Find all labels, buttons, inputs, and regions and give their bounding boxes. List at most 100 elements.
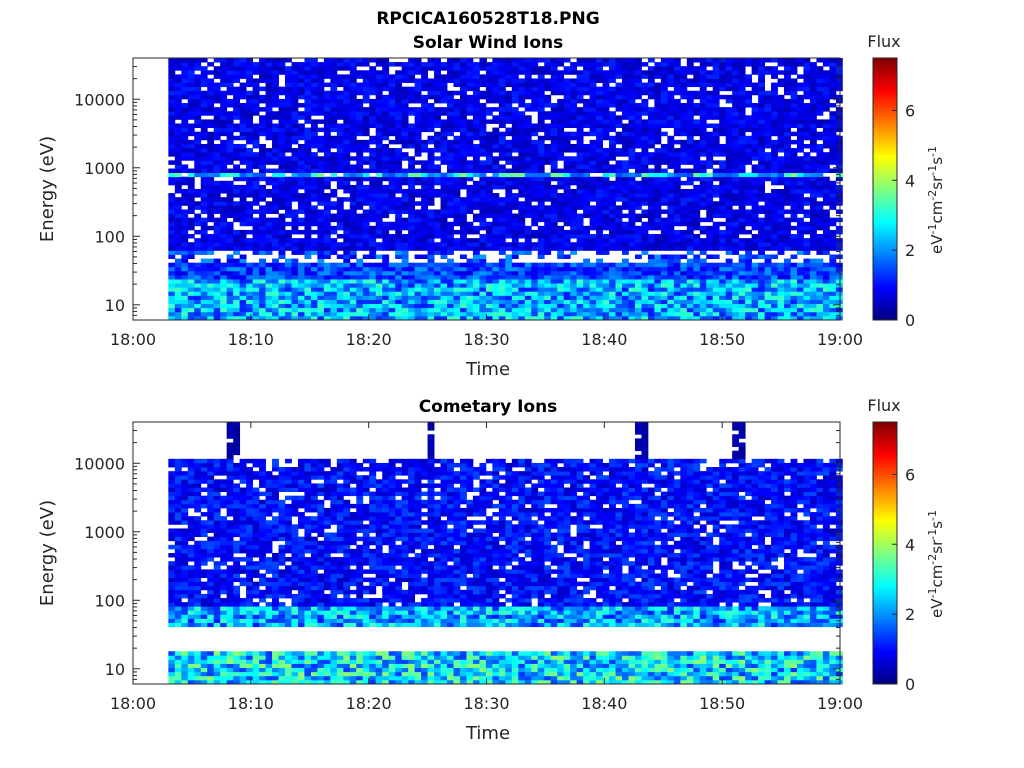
heatmap-cell <box>181 238 189 243</box>
heatmap-cell <box>654 258 662 264</box>
heatmap-cell <box>349 209 357 214</box>
heatmap-cell <box>285 78 292 83</box>
heatmap-cell <box>226 193 234 198</box>
heatmap-cell <box>272 74 279 79</box>
heatmap-cell <box>297 307 305 313</box>
heatmap-cell <box>291 238 299 243</box>
heatmap-cell <box>310 94 318 100</box>
heatmap-cell <box>246 127 253 133</box>
heatmap-cell <box>375 90 383 96</box>
heatmap-cell <box>395 164 403 169</box>
heatmap-cell <box>485 205 493 210</box>
heatmap-cell <box>408 307 416 313</box>
heatmap-cell <box>550 160 558 165</box>
heatmap-cell <box>239 70 247 75</box>
heatmap-cell <box>557 143 565 149</box>
heatmap-cell <box>427 270 435 276</box>
heatmap-cell <box>511 250 519 255</box>
heatmap-cell <box>252 98 260 104</box>
heatmap-cell <box>343 78 351 83</box>
heatmap-cell <box>259 234 266 239</box>
heatmap-cell <box>213 217 221 223</box>
heatmap-cell <box>680 303 688 309</box>
heatmap-cell <box>369 123 377 128</box>
heatmap-cell <box>285 221 292 227</box>
heatmap-cell <box>537 303 545 309</box>
heatmap-cell <box>511 213 519 219</box>
heatmap-cell <box>317 197 325 202</box>
heatmap-cell <box>395 279 403 284</box>
heatmap-cell <box>174 143 182 149</box>
heatmap-cell <box>725 152 733 157</box>
heatmap-cell <box>252 107 260 112</box>
heatmap-cell <box>732 250 740 255</box>
heatmap-cell <box>382 115 390 120</box>
heatmap-cell <box>472 189 480 194</box>
heatmap-cell <box>349 311 357 317</box>
heatmap-cell <box>246 193 253 198</box>
heatmap-cell <box>317 143 325 149</box>
heatmap-cell <box>272 62 279 67</box>
heatmap-cell <box>518 229 526 235</box>
heatmap-cell <box>285 70 292 75</box>
heatmap-cell <box>356 303 364 309</box>
heatmap-cell <box>485 193 493 198</box>
heatmap-cell <box>362 234 370 239</box>
heatmap-cell <box>421 86 428 92</box>
heatmap-cell <box>472 254 480 259</box>
heatmap-cell <box>265 307 273 313</box>
heatmap-cell <box>291 217 299 223</box>
heatmap-cell <box>220 283 228 288</box>
heatmap-cell <box>297 172 305 178</box>
heatmap-cell <box>246 184 253 190</box>
heatmap-cell <box>498 90 506 96</box>
heatmap-cell <box>531 274 539 280</box>
heatmap-cell <box>427 283 435 288</box>
heatmap-cell <box>265 283 273 288</box>
heatmap-cell <box>459 86 467 92</box>
heatmap-cell <box>544 189 552 194</box>
heatmap-cell <box>706 315 714 321</box>
heatmap-cell <box>317 98 325 104</box>
heatmap-cell <box>174 250 182 255</box>
heatmap-cell <box>609 246 616 251</box>
heatmap-cell <box>395 217 403 223</box>
heatmap-cell <box>401 254 409 259</box>
heatmap-cell <box>641 119 649 124</box>
heatmap-cell <box>330 78 338 83</box>
heatmap-cell <box>602 209 610 214</box>
heatmap-cell <box>414 254 422 259</box>
heatmap-cell <box>505 82 513 88</box>
heatmap-cell <box>317 238 325 243</box>
heatmap-cell <box>570 103 578 108</box>
heatmap-cell <box>304 74 312 79</box>
heatmap-cell <box>647 242 655 247</box>
heatmap-cell <box>252 291 260 296</box>
heatmap-cell <box>609 209 616 214</box>
heatmap-cell <box>447 242 454 247</box>
heatmap-cell <box>421 262 428 268</box>
heatmap-cell <box>233 111 241 116</box>
heatmap-cell <box>634 246 642 251</box>
heatmap-cell <box>330 303 338 309</box>
heatmap-cell <box>725 123 733 128</box>
heatmap-cell <box>492 234 500 239</box>
heatmap-cell <box>440 270 448 276</box>
heatmap-cell <box>297 270 305 276</box>
heatmap-cell <box>336 164 344 169</box>
heatmap-cell <box>524 156 532 161</box>
heatmap-cell <box>699 107 707 112</box>
heatmap-cell <box>200 193 208 198</box>
heatmap-cell <box>388 103 396 108</box>
heatmap-cell <box>641 160 649 165</box>
heatmap-cell <box>187 303 195 309</box>
heatmap-cell <box>200 189 208 194</box>
heatmap-cell <box>647 127 655 133</box>
heatmap-cell <box>330 176 338 182</box>
heatmap-cell <box>667 213 675 219</box>
heatmap-cell <box>278 254 286 259</box>
heatmap-cell <box>265 225 273 231</box>
heatmap-cell <box>226 103 234 108</box>
heatmap-cell <box>434 90 441 96</box>
heatmap-cell <box>660 160 668 165</box>
